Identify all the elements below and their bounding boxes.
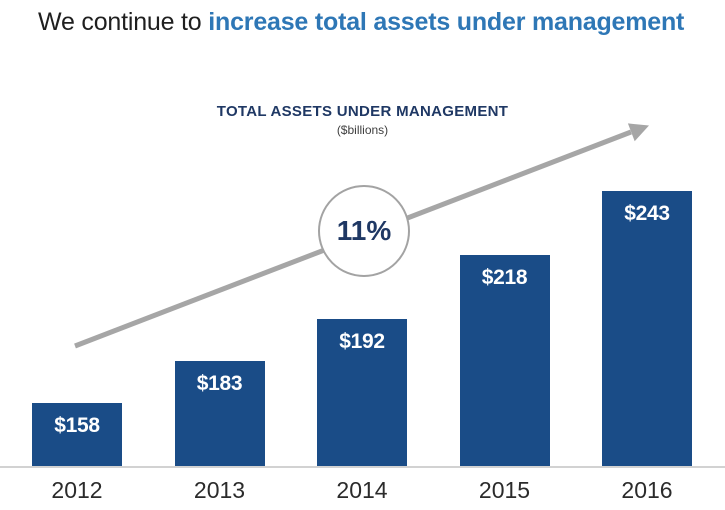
bar-value-label: $183 (196, 372, 243, 395)
bar-value-label: $158 (54, 414, 100, 437)
headline-highlight: increase total assets under management (208, 8, 685, 36)
bar-2014: $192 (317, 319, 407, 467)
year-labels: 2012 2013 2014 2015 2016 (32, 477, 692, 504)
x-axis-label-2016: 2016 (621, 477, 673, 503)
headline-prefix: We continue to (38, 8, 209, 36)
x-axis-label-2012: 2012 (51, 477, 103, 503)
bar-value-label: $243 (624, 202, 670, 225)
growth-rate-circle: 11% (318, 185, 410, 277)
x-axis-line (0, 466, 725, 468)
x-axis-label-2014: 2014 (336, 477, 388, 503)
chart-title-block: TOTAL ASSETS UNDER MANAGEMENT ($billions… (0, 103, 725, 137)
bar-2012: $158 (32, 403, 122, 467)
x-axis-label-2013: 2013 (193, 477, 246, 503)
bar-2016: $243 (602, 191, 692, 467)
growth-rate-label: 11% (336, 215, 392, 246)
slide-headline: We continue to increase total assets und… (38, 8, 684, 37)
bar-value-label: $218 (481, 266, 528, 289)
bars: $158 $183 $192 $218 $243 (32, 191, 692, 467)
chart-title: TOTAL ASSETS UNDER MANAGEMENT (216, 103, 509, 120)
bar-2015: $218 (459, 255, 550, 467)
bar-2013: $183 (174, 361, 265, 467)
bar-value-label: $192 (339, 330, 385, 353)
x-axis-label-2015: 2015 (478, 477, 531, 503)
chart-subtitle: ($billions) (336, 123, 389, 137)
